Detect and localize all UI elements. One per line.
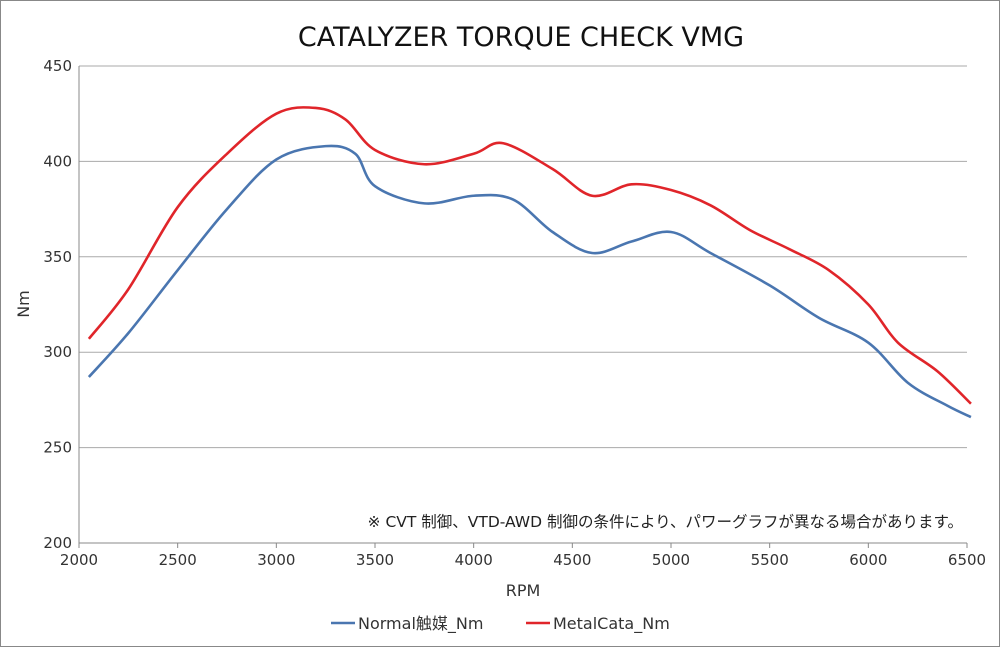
x-tick-label: 6500 — [948, 551, 986, 569]
y-tick-label: 250 — [43, 439, 72, 457]
x-tick-label: 5500 — [751, 551, 789, 569]
annotation: ※ CVT 制御、VTD-AWD 制御の条件により、パワーグラフが異なる場合があ… — [368, 513, 963, 531]
x-tick-label: 4500 — [553, 551, 591, 569]
y-tick-label: 450 — [43, 57, 72, 75]
y-tick-label: 300 — [43, 343, 72, 361]
y-tick-label: 200 — [43, 534, 72, 552]
y-tick-label: 350 — [43, 248, 72, 266]
legend-label: Normal触媒_Nm — [358, 614, 483, 634]
x-tick-label: 3500 — [356, 551, 394, 569]
x-tick-label: 2000 — [60, 551, 98, 569]
y-axis-label: Nm — [14, 290, 33, 318]
series-line-normal — [87, 144, 972, 419]
y-tick-label: 400 — [43, 152, 72, 170]
x-tick-label: 4000 — [455, 551, 493, 569]
x-tick-label: 6000 — [849, 551, 887, 569]
x-tick-label: 5000 — [652, 551, 690, 569]
chart-title: CATALYZER TORQUE CHECK VMG — [298, 22, 744, 53]
legend-label: MetalCata_Nm — [553, 614, 670, 634]
x-tick-label: 3000 — [257, 551, 295, 569]
x-tick-label: 2500 — [159, 551, 197, 569]
x-axis-label: RPM — [506, 581, 541, 600]
series-line-metalcata — [87, 106, 972, 405]
